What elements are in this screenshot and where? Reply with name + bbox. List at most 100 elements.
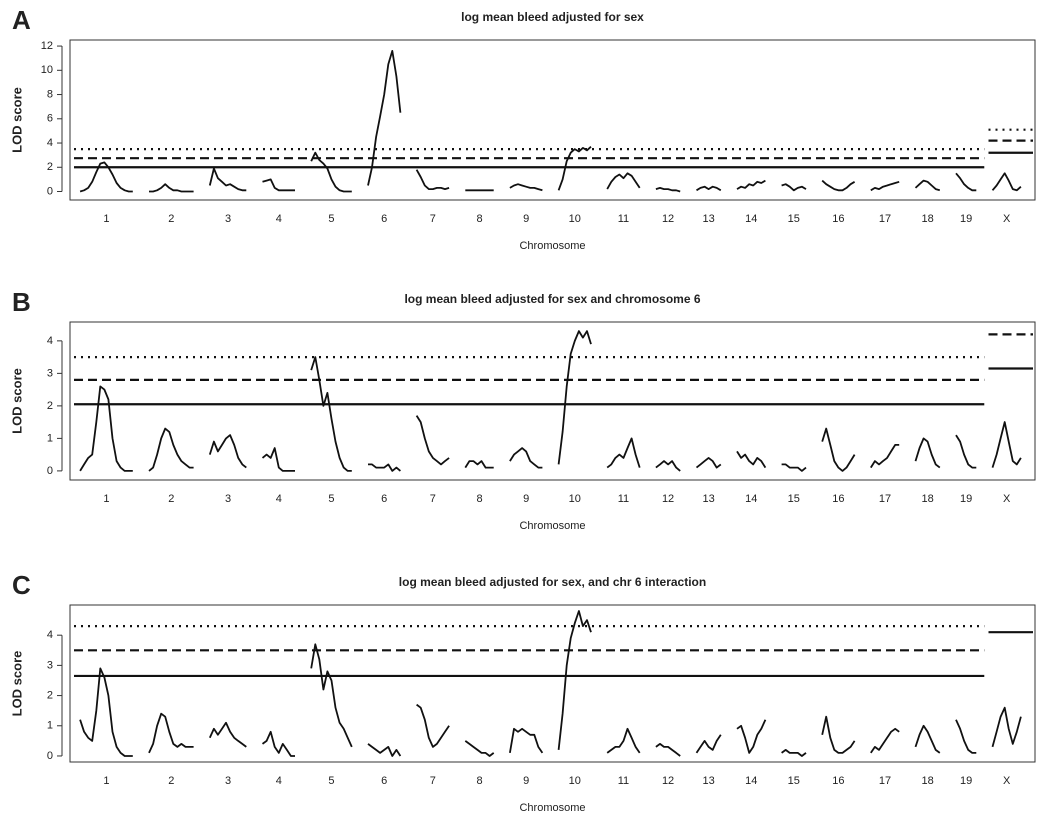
lod-curve xyxy=(736,450,767,469)
lod-curve xyxy=(208,721,247,748)
lod-curve xyxy=(208,434,247,469)
x-tick-label: 14 xyxy=(745,493,757,505)
x-tick-label: 6 xyxy=(381,213,387,225)
x-tick-label: 16 xyxy=(832,213,844,225)
lod-curve xyxy=(464,460,494,469)
lod-curve xyxy=(261,730,295,757)
lod-curve xyxy=(655,743,681,757)
y-tick-label: 4 xyxy=(47,335,53,347)
x-tick-label: 10 xyxy=(569,493,581,505)
x-tick-label: 7 xyxy=(430,775,436,787)
x-tick-label: 1 xyxy=(103,493,109,505)
lod-curve xyxy=(821,179,856,192)
x-tick-label: 1 xyxy=(103,775,109,787)
x-tick-label: 3 xyxy=(225,213,231,225)
lod-curve xyxy=(557,146,592,191)
lod-curve xyxy=(655,187,681,193)
x-tick-label: 11 xyxy=(618,775,629,787)
lod-curve xyxy=(955,172,977,192)
x-tick-label: 9 xyxy=(523,213,529,225)
x-tick-label: 16 xyxy=(832,493,844,505)
y-tick-label: 8 xyxy=(47,88,53,100)
plot-frame xyxy=(69,604,1036,763)
x-tick-label: X xyxy=(1003,213,1011,225)
lod-curve xyxy=(148,712,194,754)
plot-frame xyxy=(69,321,1036,481)
lod-curve xyxy=(310,356,352,472)
x-tick-label: 18 xyxy=(921,493,933,505)
lod-curve xyxy=(606,172,641,190)
x-tick-label: 12 xyxy=(662,493,674,505)
plot-frame xyxy=(69,39,1036,201)
lod-curve xyxy=(415,169,450,190)
panel-letter: A xyxy=(12,5,31,35)
x-tick-label: 6 xyxy=(381,493,387,505)
x-tick-label: 13 xyxy=(703,775,715,787)
x-axis-label: Chromosome xyxy=(519,802,585,813)
x-tick-label: 2 xyxy=(168,493,174,505)
x-tick-label: 12 xyxy=(662,213,674,225)
x-tick-label: 4 xyxy=(276,775,282,787)
y-tick-label: 2 xyxy=(47,161,53,173)
x-tick-label: 19 xyxy=(960,493,972,505)
x-tick-label: 18 xyxy=(921,775,933,787)
x-tick-label: 12 xyxy=(662,775,674,787)
x-tick-label: 2 xyxy=(168,775,174,787)
lod-curve xyxy=(914,437,941,469)
x-tick-label: 11 xyxy=(618,493,629,505)
y-tick-label: 6 xyxy=(47,113,53,125)
x-tick-label: 7 xyxy=(430,493,436,505)
x-tick-label: X xyxy=(1003,493,1011,505)
lod-curve xyxy=(870,444,900,469)
x-tick-label: 8 xyxy=(476,493,482,505)
x-tick-label: 18 xyxy=(921,213,933,225)
x-tick-label: 14 xyxy=(745,775,757,787)
x-tick-label: 4 xyxy=(276,213,282,225)
x-tick-label: 15 xyxy=(788,213,800,225)
lod-curve xyxy=(557,610,592,750)
lod-curve xyxy=(781,463,807,472)
lod-curve xyxy=(310,643,353,748)
x-tick-label: 6 xyxy=(381,775,387,787)
x-tick-label: 1 xyxy=(103,213,109,225)
lod-curve xyxy=(870,727,900,754)
lod-curve xyxy=(509,727,544,754)
lod-curve xyxy=(955,434,977,469)
y-axis-label: LOD score xyxy=(9,651,24,717)
x-tick-label: 15 xyxy=(788,493,800,505)
x-tick-label: 5 xyxy=(328,213,334,225)
lod-curve xyxy=(655,460,681,472)
x-tick-label: 3 xyxy=(225,493,231,505)
lod-curve xyxy=(415,415,450,466)
lod-curve xyxy=(262,178,295,192)
lod-curve xyxy=(821,427,856,472)
x-tick-label: 17 xyxy=(879,213,891,225)
x-tick-label: 7 xyxy=(430,213,436,225)
lod-curve xyxy=(79,667,133,757)
lod-curve xyxy=(914,179,941,192)
y-tick-label: 0 xyxy=(47,185,53,197)
x-tick-label: 19 xyxy=(960,775,972,787)
x-tick-label: 13 xyxy=(703,213,715,225)
x-tick-label: 11 xyxy=(618,213,629,225)
chart-title: log mean bleed adjusted for sex, and chr… xyxy=(399,575,706,589)
lod-curve xyxy=(79,161,133,193)
x-tick-label: 8 xyxy=(476,213,482,225)
y-tick-label: 4 xyxy=(47,137,53,149)
y-axis-label: LOD score xyxy=(9,368,24,434)
x-tick-label: 4 xyxy=(276,493,282,505)
x-tick-label: 9 xyxy=(523,493,529,505)
lod-curve xyxy=(914,724,941,754)
y-tick-label: 4 xyxy=(47,629,53,641)
x-tick-label: 17 xyxy=(879,775,891,787)
y-tick-label: 0 xyxy=(47,465,53,477)
lod-curve xyxy=(261,447,295,472)
x-tick-label: 5 xyxy=(328,493,334,505)
y-tick-label: 1 xyxy=(47,432,53,444)
y-tick-label: 1 xyxy=(47,720,53,732)
lod-curve xyxy=(781,183,807,192)
lod-curve xyxy=(991,172,1022,192)
x-axis-label: Chromosome xyxy=(519,240,585,252)
lod-curve xyxy=(991,421,1022,468)
